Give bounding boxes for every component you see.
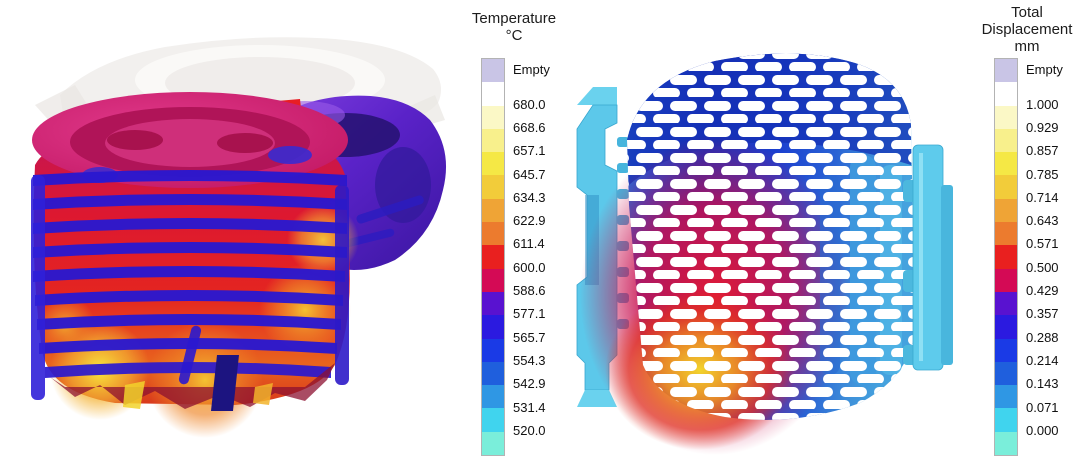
legend-empty-label: Empty: [513, 61, 550, 77]
legend-tick-label: 531.4: [513, 399, 546, 415]
legend-tick-label: 0.143: [1026, 376, 1059, 392]
legend-color-band: [482, 408, 504, 432]
legend-color-band: [482, 338, 504, 362]
legend-tick-label: 0.214: [1026, 352, 1059, 368]
legend-title-line: Displacement: [981, 21, 1073, 38]
legend-tick-label: 600.0: [513, 259, 546, 275]
legend-color-band: [995, 385, 1017, 409]
legend-tick-label: 588.6: [513, 283, 546, 298]
displacement-legend-title: Total Displacement mm: [975, 4, 1079, 55]
legend-color-band: [995, 152, 1017, 176]
displacement-model-view: [576, 53, 953, 455]
legend-color-band: [995, 82, 1017, 106]
legend-color-band: [995, 222, 1017, 246]
legend-color-band: [995, 198, 1017, 223]
legend-color-band: [995, 291, 1017, 316]
legend-tick-label: 0.500: [1026, 259, 1059, 275]
legend-color-band: [482, 291, 504, 316]
legend-color-band: [995, 315, 1017, 339]
legend-tick-label: 0.429: [1026, 283, 1059, 298]
legend-color-band: [482, 59, 504, 83]
legend-unit: mm: [1014, 38, 1040, 55]
legend-color-band: [482, 198, 504, 223]
legend-color-band: [995, 105, 1017, 129]
legend-tick-label: 520.0: [513, 422, 546, 438]
legend-color-band: [995, 128, 1017, 153]
legend-color-band: [482, 82, 504, 106]
legend-unit: °C: [505, 27, 523, 44]
legend-color-band: [482, 105, 504, 129]
right-frame-bracket: [903, 144, 953, 371]
legend-tick-label: 0.357: [1026, 306, 1059, 322]
legend-tick-label: 565.7: [513, 329, 546, 345]
honeycomb-lattice: [580, 53, 915, 455]
legend-color-band: [482, 175, 504, 199]
legend-tick-label: 668.6: [513, 119, 546, 135]
legend-color-band: [995, 408, 1017, 432]
legend-color-band: [995, 59, 1017, 83]
temperature-legend: Temperature °C Empty 680.0 668.6 657.1 645.7…: [462, 0, 572, 467]
legend-color-band: [482, 268, 504, 292]
legend-title-line: Total: [1011, 4, 1043, 21]
legend-color-band: [482, 431, 504, 456]
legend-tick-label: 680.0: [513, 96, 546, 112]
legend-tick-label: 634.3: [513, 189, 546, 205]
legend-color-band: [482, 385, 504, 409]
legend-color-band: [482, 361, 504, 386]
legend-tick-label: 0.857: [1026, 143, 1059, 159]
legend-color-band: [482, 128, 504, 153]
legend-tick-label: 0.000: [1026, 422, 1059, 438]
legend-tick-label: 577.1: [513, 306, 546, 322]
legend-color-band: [995, 175, 1017, 199]
legend-color-band: [482, 315, 504, 339]
legend-title-line: Temperature: [471, 10, 557, 27]
legend-tick-label: 542.9: [513, 376, 546, 392]
legend-tick-label: 0.785: [1026, 166, 1059, 182]
legend-tick-label: 0.071: [1026, 399, 1059, 415]
legend-tick-label: 0.643: [1026, 213, 1059, 229]
legend-color-band: [482, 245, 504, 269]
legend-tick-label: 0.714: [1026, 189, 1059, 205]
legend-color-band: [995, 431, 1017, 456]
legend-tick-label: 622.9: [513, 213, 546, 229]
legend-tick-label: 0.571: [1026, 236, 1059, 252]
legend-color-band: [995, 338, 1017, 362]
displacement-legend: Total Displacement mm Empty 1.000 0.929 0.8…: [975, 0, 1080, 467]
legend-color-band: [995, 245, 1017, 269]
temperature-legend-title: Temperature °C: [462, 10, 566, 44]
legend-tick-label: 0.929: [1026, 119, 1059, 135]
legend-tick-label: 0.288: [1026, 329, 1059, 345]
temperature-model-view: [31, 37, 447, 438]
legend-tick-label: 645.7: [513, 166, 546, 182]
legend-tick-label: 554.3: [513, 352, 546, 368]
cylinder-top-face: [32, 92, 348, 188]
legend-color-band: [482, 152, 504, 176]
displacement-colorbar: [994, 58, 1018, 457]
legend-tick-label: 657.1: [513, 143, 546, 159]
legend-color-band: [995, 268, 1017, 292]
legend-empty-label: Empty: [1026, 61, 1063, 77]
cooling-fins: [31, 170, 349, 400]
legend-color-band: [482, 222, 504, 246]
legend-color-band: [995, 361, 1017, 386]
temperature-colorbar: [481, 58, 505, 457]
legend-tick-label: 1.000: [1026, 96, 1059, 112]
bottom-edge: [50, 355, 335, 411]
legend-tick-label: 611.4: [513, 236, 545, 252]
